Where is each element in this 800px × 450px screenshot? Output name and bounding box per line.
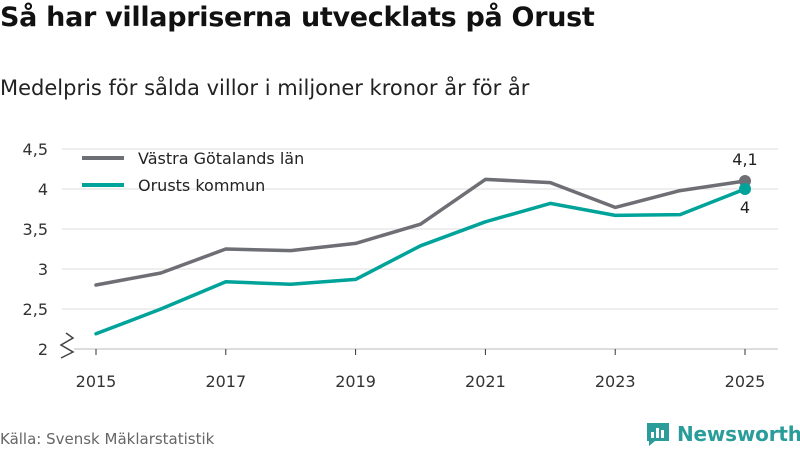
x-tick-label: 2023 (595, 372, 636, 391)
line-chart: 2 2,5 3 3,5 4 4,5 2015 2017 2019 2021 2023 2025 4,1… (23, 140, 778, 391)
end-value-label-1: 4 (740, 198, 750, 217)
y-tick-label: 3,5 (23, 220, 48, 239)
series-line-1 (94, 187, 747, 336)
y-tick-label: 3 (38, 260, 48, 279)
x-tick-label: 2017 (205, 372, 246, 391)
x-tick-label: 2021 (465, 372, 506, 391)
y-tick-label: 2 (38, 340, 48, 359)
x-tick-label: 2025 (725, 372, 766, 391)
brand-logo: Newsworthy (645, 421, 800, 447)
x-tick-label: 2019 (335, 372, 376, 391)
end-value-label-0: 4,1 (732, 150, 757, 169)
gridlines (62, 148, 778, 350)
chart-subtitle: Medelpris för sålda villor i miljoner kr… (0, 76, 530, 100)
axis-break-icon (59, 332, 75, 359)
legend-label-1: Orusts kommun (138, 176, 265, 195)
y-tick-label: 4 (38, 180, 48, 199)
x-tick-label: 2015 (76, 372, 117, 391)
axes: 2 2,5 3 3,5 4 4,5 2015 2017 2019 2021 2023 2025 (23, 140, 766, 391)
y-tick-label: 4,5 (23, 140, 48, 159)
source-note: Källa: Svensk Mäklarstatistik (0, 430, 215, 448)
series-lines (94, 175, 751, 336)
data-labels: 4,14 (732, 150, 757, 217)
y-tick-label: 2,5 (23, 300, 48, 319)
legend-label-0: Västra Götalands län (138, 149, 304, 168)
end-point-1 (739, 183, 751, 195)
series-line-0 (94, 177, 747, 287)
page-title: Så har villapriserna utvecklats på Orust (0, 2, 595, 33)
brand-name: Newsworthy (677, 422, 800, 446)
legend: Västra Götalands län Orusts kommun (82, 149, 304, 195)
newsworthy-logo-icon (647, 423, 669, 446)
